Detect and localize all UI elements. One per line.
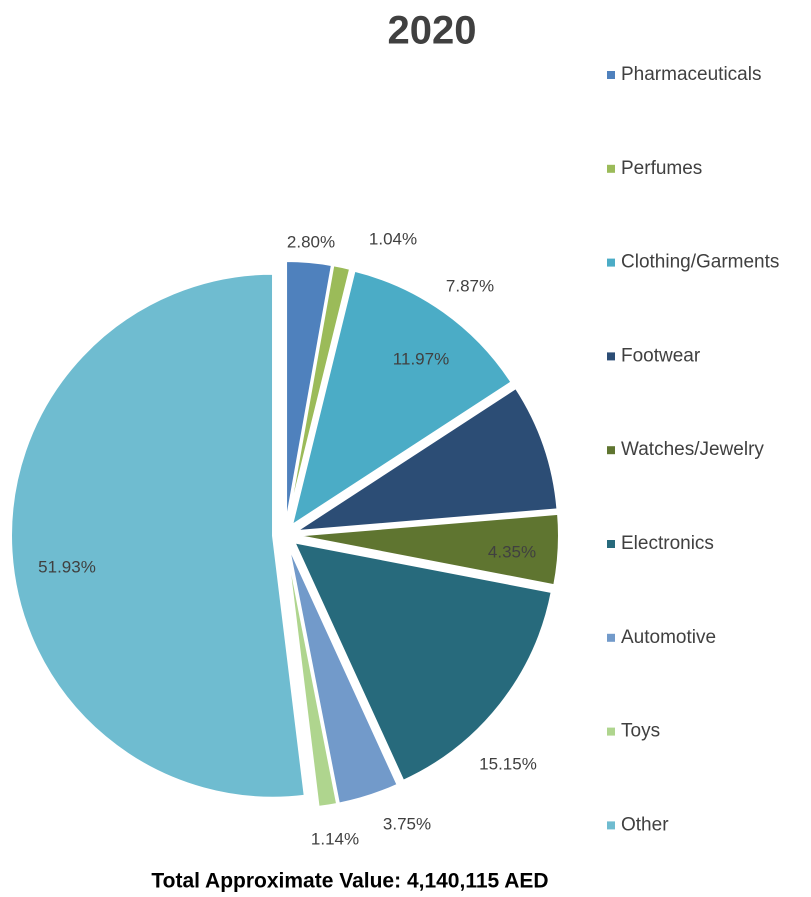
data-label: 15.15% bbox=[479, 754, 537, 773]
pie-slice bbox=[295, 386, 559, 533]
pie-slice bbox=[292, 541, 553, 783]
legend-swatch bbox=[607, 633, 615, 642]
pie-slice bbox=[285, 260, 334, 524]
legend-label: Perfumes bbox=[621, 158, 702, 179]
legend-label: Clothing/Garments bbox=[621, 252, 779, 273]
data-label: 3.75% bbox=[383, 814, 431, 833]
data-label: 51.93% bbox=[38, 557, 96, 576]
legend-label: Automotive bbox=[621, 627, 716, 648]
legend-label: Toys bbox=[621, 721, 660, 742]
legend-swatch bbox=[607, 446, 615, 455]
legend-label: Footwear bbox=[621, 345, 701, 366]
legend-label: Pharmaceuticals bbox=[621, 64, 761, 85]
legend-swatch bbox=[607, 352, 615, 361]
legend-label: Other bbox=[621, 814, 669, 835]
data-label: 2.80% bbox=[287, 232, 335, 251]
data-label: 1.04% bbox=[369, 229, 417, 248]
chart-title: 2020 bbox=[388, 9, 477, 53]
data-label: 4.35% bbox=[488, 542, 536, 561]
data-label: 11.97% bbox=[393, 349, 449, 368]
annotation: Total Approximate Value: 4,140,115 AED bbox=[151, 870, 548, 893]
pie-slice bbox=[296, 512, 560, 587]
legend-swatch bbox=[607, 727, 615, 736]
pie-slice bbox=[286, 264, 352, 524]
legend-swatch bbox=[607, 258, 615, 267]
legend-swatch bbox=[607, 821, 615, 830]
legend-label: Electronics bbox=[621, 533, 714, 554]
legend-swatch bbox=[607, 540, 615, 548]
pie-slice bbox=[287, 546, 399, 805]
data-label: 1.14% bbox=[311, 829, 359, 848]
data-label: 7.87% bbox=[446, 276, 494, 295]
pie-slice bbox=[285, 546, 339, 809]
legend-label: Watches/Jewelry bbox=[621, 439, 764, 460]
legend-swatch bbox=[607, 164, 615, 173]
pie-slice bbox=[10, 272, 306, 799]
legend-swatch bbox=[607, 71, 615, 79]
pie-slice bbox=[290, 269, 513, 528]
